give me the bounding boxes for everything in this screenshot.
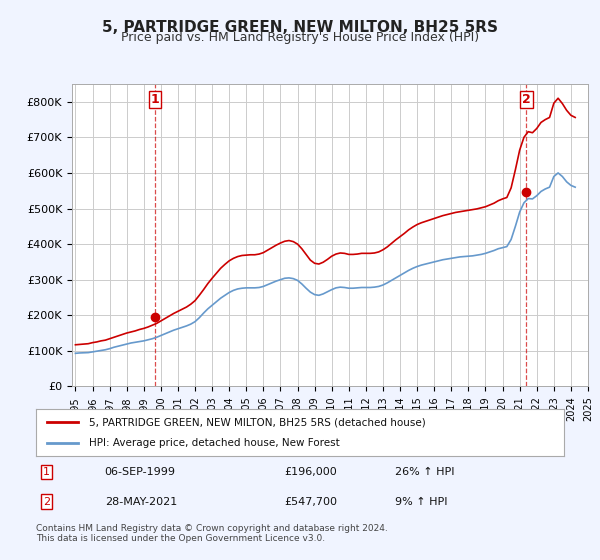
Text: £196,000: £196,000 <box>284 467 337 477</box>
Text: £547,700: £547,700 <box>284 497 337 507</box>
Text: 26% ↑ HPI: 26% ↑ HPI <box>395 467 455 477</box>
Text: 1: 1 <box>43 467 50 477</box>
Text: 2: 2 <box>522 93 531 106</box>
Text: 1: 1 <box>151 93 160 106</box>
Text: 2: 2 <box>43 497 50 507</box>
Text: 28-MAY-2021: 28-MAY-2021 <box>104 497 177 507</box>
Text: 06-SEP-1999: 06-SEP-1999 <box>104 467 176 477</box>
Text: 9% ↑ HPI: 9% ↑ HPI <box>395 497 448 507</box>
Text: 5, PARTRIDGE GREEN, NEW MILTON, BH25 5RS (detached house): 5, PARTRIDGE GREEN, NEW MILTON, BH25 5RS… <box>89 417 425 427</box>
Text: Contains HM Land Registry data © Crown copyright and database right 2024.
This d: Contains HM Land Registry data © Crown c… <box>36 524 388 543</box>
Text: HPI: Average price, detached house, New Forest: HPI: Average price, detached house, New … <box>89 438 340 448</box>
Text: 5, PARTRIDGE GREEN, NEW MILTON, BH25 5RS: 5, PARTRIDGE GREEN, NEW MILTON, BH25 5RS <box>102 20 498 35</box>
Text: Price paid vs. HM Land Registry's House Price Index (HPI): Price paid vs. HM Land Registry's House … <box>121 31 479 44</box>
